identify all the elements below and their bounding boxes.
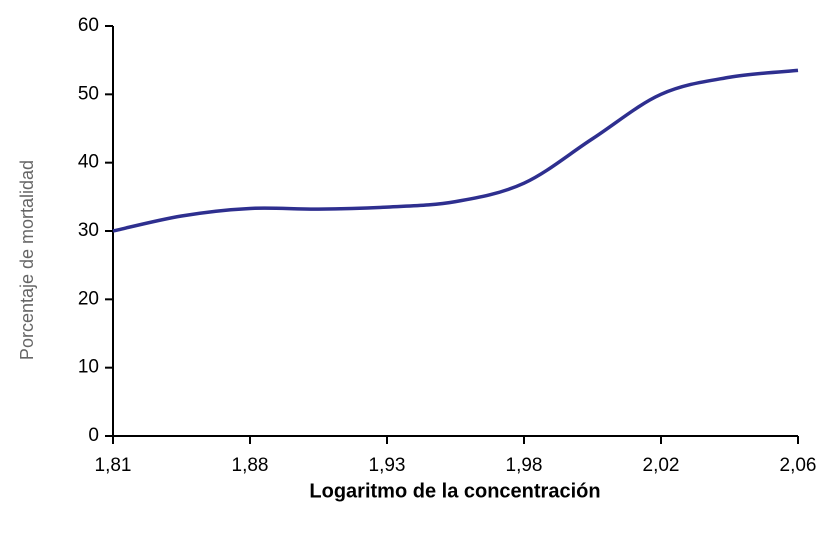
x-tick-label: 2,06 xyxy=(780,455,817,476)
x-tick-label: 1,93 xyxy=(369,455,406,476)
x-tick-label: 1,88 xyxy=(232,455,269,476)
x-tick-label: 2,02 xyxy=(643,455,680,476)
y-tick-label: 0 xyxy=(88,425,99,446)
y-tick-label: 50 xyxy=(78,83,99,104)
y-tick-label: 30 xyxy=(78,220,99,241)
x-tick-label: 1,98 xyxy=(506,455,543,476)
y-tick-label: 20 xyxy=(78,288,99,309)
y-tick-label: 60 xyxy=(78,15,99,36)
x-tick-label: 1,81 xyxy=(95,455,132,476)
y-tick-label: 10 xyxy=(78,357,99,378)
data-line xyxy=(112,68,799,233)
x-axis-label: Logaritmo de la concentración xyxy=(309,480,600,502)
y-tick-label: 40 xyxy=(78,152,99,173)
y-axis-label: Porcentaje de mortalidad xyxy=(17,160,37,360)
